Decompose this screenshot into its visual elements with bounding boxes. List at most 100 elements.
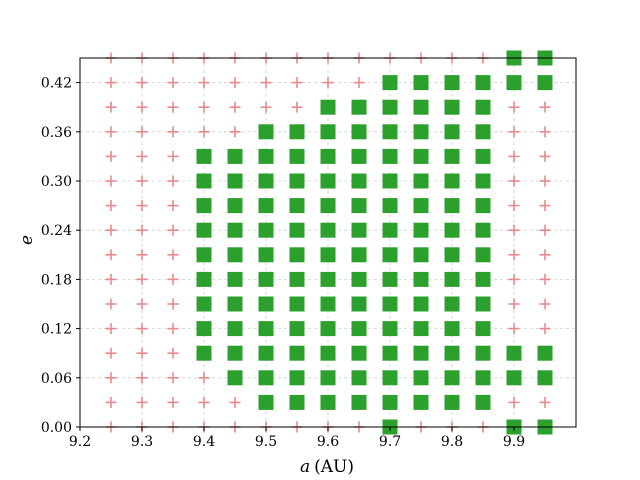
plus-marker xyxy=(260,101,272,113)
square-marker xyxy=(382,321,398,337)
square-marker xyxy=(289,394,305,410)
y-tick-label: 0.06 xyxy=(41,371,72,387)
x-tick-label: 9.8 xyxy=(441,434,463,450)
plus-marker xyxy=(291,101,303,113)
y-tick-label: 0.00 xyxy=(41,420,72,436)
square-marker xyxy=(506,370,522,386)
square-marker xyxy=(413,247,429,263)
square-marker xyxy=(227,271,243,287)
square-marker xyxy=(382,296,398,312)
plus-marker xyxy=(508,150,520,162)
square-marker xyxy=(289,124,305,140)
plus-marker xyxy=(105,101,117,113)
square-marker xyxy=(258,321,274,337)
square-marker xyxy=(444,296,460,312)
plus-marker xyxy=(539,249,551,261)
square-marker xyxy=(351,345,367,361)
square-marker xyxy=(351,148,367,164)
square-marker xyxy=(258,271,274,287)
square-marker xyxy=(475,124,491,140)
plus-marker xyxy=(105,249,117,261)
square-marker xyxy=(475,321,491,337)
plus-marker xyxy=(539,396,551,408)
square-marker xyxy=(475,198,491,214)
plus-marker xyxy=(136,347,148,359)
square-marker xyxy=(382,173,398,189)
square-marker xyxy=(382,394,398,410)
square-marker xyxy=(506,345,522,361)
plus-marker xyxy=(167,396,179,408)
square-marker xyxy=(227,198,243,214)
plus-marker xyxy=(353,77,365,89)
x-axis-label-variable: a xyxy=(300,457,310,477)
plus-marker xyxy=(105,175,117,187)
x-tick-label: 9.4 xyxy=(193,434,215,450)
square-marker xyxy=(351,99,367,115)
square-marker xyxy=(320,222,336,238)
x-axis-label-unit: (AU) xyxy=(314,457,354,477)
plus-marker xyxy=(508,323,520,335)
square-marker xyxy=(320,173,336,189)
plus-marker xyxy=(167,249,179,261)
square-marker xyxy=(227,345,243,361)
square-marker xyxy=(227,321,243,337)
plus-marker xyxy=(539,175,551,187)
plus-marker xyxy=(198,101,210,113)
square-marker xyxy=(289,296,305,312)
square-marker xyxy=(196,173,212,189)
x-tick-labels: 9.2 9.3 9.4 9.5 9.6 9.7 9.8 9.9 xyxy=(69,434,525,450)
square-marker xyxy=(475,222,491,238)
square-marker xyxy=(413,75,429,91)
square-marker xyxy=(289,247,305,263)
square-marker xyxy=(289,222,305,238)
square-marker xyxy=(227,370,243,386)
plus-marker xyxy=(167,298,179,310)
square-marker xyxy=(444,148,460,164)
square-marker xyxy=(475,394,491,410)
square-marker xyxy=(382,99,398,115)
y-axis-label: e xyxy=(17,235,37,245)
square-marker xyxy=(444,124,460,140)
x-tick-label: 9.5 xyxy=(255,434,277,450)
x-tick-label: 9.9 xyxy=(503,434,525,450)
y-tick-labels: 0.00 0.06 0.12 0.18 0.24 0.30 0.36 0.42 xyxy=(41,76,72,436)
plus-marker xyxy=(167,150,179,162)
plus-marker xyxy=(136,323,148,335)
plus-marker xyxy=(105,372,117,384)
plus-marker xyxy=(105,224,117,236)
square-marker xyxy=(413,198,429,214)
square-marker xyxy=(475,75,491,91)
square-marker xyxy=(382,345,398,361)
square-marker xyxy=(258,370,274,386)
plus-marker xyxy=(136,224,148,236)
plus-marker xyxy=(508,273,520,285)
square-marker xyxy=(258,148,274,164)
square-marker xyxy=(320,394,336,410)
plus-marker xyxy=(136,175,148,187)
plus-marker xyxy=(136,298,148,310)
plus-marker xyxy=(105,323,117,335)
square-marker-series xyxy=(196,50,553,435)
plus-marker xyxy=(508,175,520,187)
square-marker xyxy=(444,345,460,361)
plus-marker xyxy=(105,126,117,138)
plus-marker xyxy=(105,396,117,408)
plus-marker xyxy=(136,126,148,138)
x-tick-label: 9.2 xyxy=(69,434,91,450)
square-marker xyxy=(351,222,367,238)
plus-marker xyxy=(167,224,179,236)
plus-marker xyxy=(539,101,551,113)
square-marker xyxy=(320,370,336,386)
square-marker xyxy=(196,321,212,337)
square-marker xyxy=(320,321,336,337)
plus-marker xyxy=(508,298,520,310)
square-marker xyxy=(196,271,212,287)
plus-marker xyxy=(508,224,520,236)
square-marker xyxy=(537,345,553,361)
square-marker xyxy=(320,148,336,164)
plus-marker xyxy=(167,126,179,138)
square-marker xyxy=(382,198,398,214)
square-marker xyxy=(382,370,398,386)
square-marker xyxy=(196,345,212,361)
